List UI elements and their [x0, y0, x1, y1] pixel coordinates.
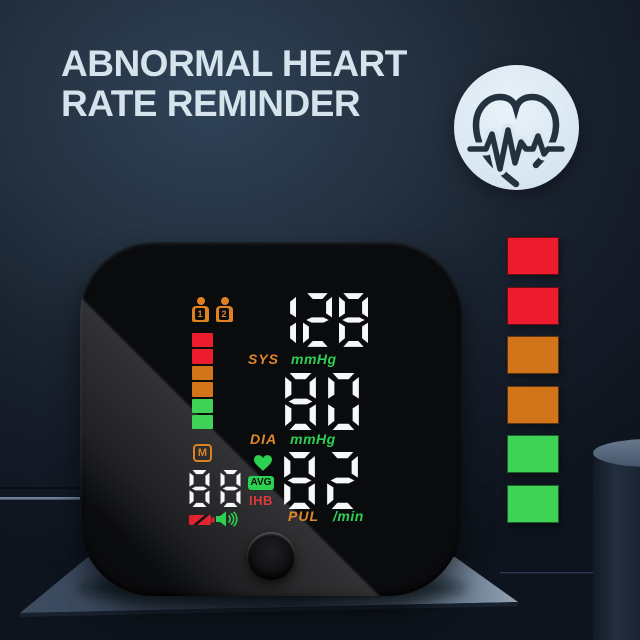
color-swatch — [507, 435, 559, 474]
heartbeat-badge — [454, 65, 579, 190]
user-2-label: 2 — [219, 308, 229, 320]
color-swatch — [507, 484, 559, 523]
user-2-icon: 2 — [216, 297, 233, 322]
dia-label-row: DIA mmHg — [250, 431, 336, 447]
memory-value — [187, 470, 243, 507]
dia-label: DIA — [250, 431, 278, 447]
pulse-unit: /min — [333, 508, 364, 524]
sys-label: SYS — [248, 351, 280, 367]
color-swatch — [192, 333, 213, 348]
color-swatch — [507, 237, 559, 275]
seven-segment-digit — [339, 293, 368, 347]
pressure-color-scale — [507, 237, 559, 523]
seven-segment-digit — [189, 470, 210, 507]
speaker-icon — [216, 511, 238, 527]
color-swatch — [507, 286, 559, 325]
ihb-indicator: IHB — [249, 493, 273, 508]
title-line-1: ABNORMAL HEART — [61, 43, 407, 84]
seven-segment-digit — [290, 296, 296, 344]
avg-badge: AVG — [248, 476, 274, 490]
pulse-value-display — [283, 452, 359, 509]
color-swatch — [192, 365, 213, 381]
seven-segment-digit — [328, 373, 359, 430]
memory-icon: M — [193, 444, 212, 462]
wall-edge-line-left-dark — [0, 487, 82, 489]
sys-value-display — [267, 291, 368, 349]
user-1-label: 1 — [195, 308, 205, 320]
seven-segment-digit — [285, 373, 316, 430]
pulse-label: PUL — [288, 508, 319, 524]
seven-segment-digit — [284, 452, 315, 509]
dia-value-display — [284, 373, 360, 430]
seven-segment-digit — [220, 470, 241, 507]
seven-segment-digit — [303, 293, 332, 347]
color-swatch — [507, 336, 559, 375]
shelf-line-right — [500, 572, 594, 574]
seven-segment-digit — [327, 452, 358, 509]
heart-icon — [254, 455, 272, 471]
color-swatch — [192, 414, 213, 430]
wall-edge-line-left-light — [0, 497, 82, 500]
sys-label-row: SYS mmHg — [248, 351, 337, 367]
cylinder-prop — [593, 439, 640, 640]
color-swatch — [192, 349, 213, 364]
battery-low-icon — [189, 515, 215, 525]
color-swatch — [507, 385, 559, 424]
start-button[interactable] — [247, 532, 295, 580]
title-line-2: RATE REMINDER — [61, 83, 361, 125]
heartbeat-pulse-icon — [467, 93, 565, 188]
risk-level-bar — [192, 333, 213, 430]
color-swatch — [192, 382, 213, 397]
color-swatch — [192, 398, 213, 413]
pulse-label-row: PUL /min — [288, 508, 364, 524]
user-selector: 1 2 — [192, 297, 233, 322]
user-1-icon: 1 — [192, 297, 209, 322]
sys-unit: mmHg — [291, 351, 337, 367]
page-title: ABNORMAL HEART RATE REMINDER — [61, 43, 481, 125]
dia-unit: mmHg — [290, 431, 336, 447]
